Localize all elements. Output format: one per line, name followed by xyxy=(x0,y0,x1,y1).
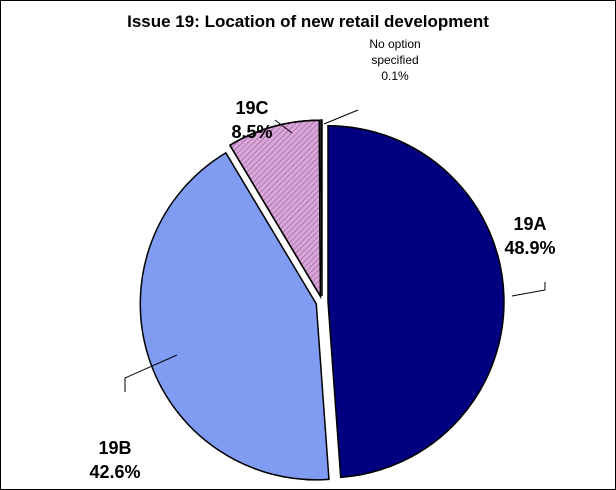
category-label: 19B xyxy=(98,438,132,458)
slice-label: 19B 42.6% xyxy=(80,436,150,484)
slice-label: 19A 48.9% xyxy=(500,212,560,260)
category-label: 19A xyxy=(513,214,547,234)
slice-label: 19C 8.5% xyxy=(222,96,282,144)
value-label: 48.9% xyxy=(504,238,556,258)
leader-line xyxy=(274,119,293,134)
value-label: 8.5% xyxy=(231,122,273,142)
pie xyxy=(139,119,505,481)
value-label: 42.6% xyxy=(89,462,141,482)
pie-slice xyxy=(327,125,505,479)
slice-label: No option specified 0.1% xyxy=(355,36,435,84)
value-label: 0.1% xyxy=(381,69,409,83)
pie-slice xyxy=(139,151,330,481)
leader-line xyxy=(124,354,178,392)
leader-line xyxy=(323,109,359,125)
leader-line xyxy=(511,282,546,297)
chart-title: Issue 19: Location of new retail develop… xyxy=(127,12,489,31)
pie-slice xyxy=(320,119,323,297)
category-label: No option specified xyxy=(369,37,421,67)
slice-hatch xyxy=(228,119,322,299)
category-label: 19C xyxy=(235,98,269,118)
